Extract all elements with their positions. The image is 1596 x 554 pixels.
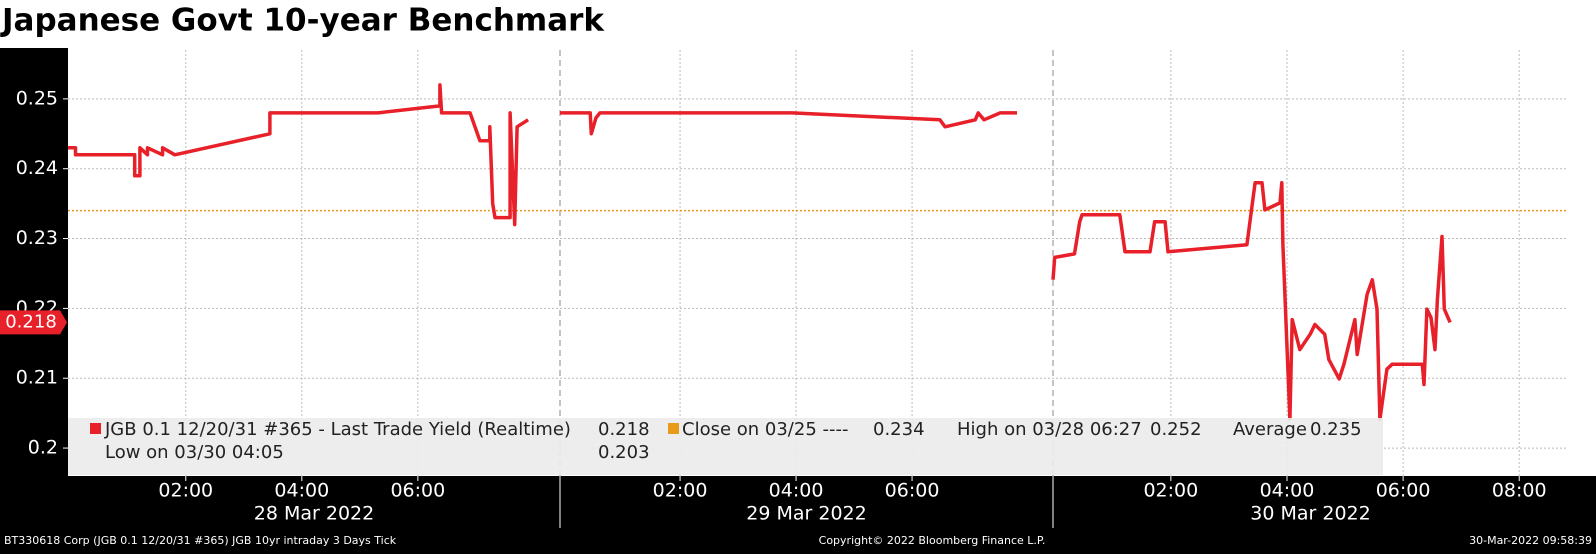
day-label: 29 Mar 2022 — [746, 503, 866, 525]
legend-value: 0.218 — [598, 419, 650, 440]
series-line — [560, 111, 1017, 136]
footer-right: 30-Mar-2022 09:58:39 — [1469, 534, 1592, 547]
series-line — [1051, 180, 1452, 422]
y-tick-label: 0.24 — [16, 157, 58, 179]
footer-left: BT330618 Corp (JGB 0.1 12/20/31 #365) JG… — [4, 534, 397, 547]
y-tick-label: 0.2 — [28, 437, 58, 459]
y-tick-label: 0.23 — [16, 227, 58, 249]
x-tick-label: 04:00 — [1260, 480, 1315, 502]
legend-label: Low on 03/30 04:05 — [105, 442, 284, 463]
legend-swatch — [90, 423, 101, 434]
x-tick-label: 06:00 — [390, 480, 445, 502]
x-tick-label: 08:00 — [1492, 480, 1547, 502]
legend-label: JGB 0.1 12/20/31 #365 - Last Trade Yield… — [104, 419, 571, 440]
x-axis-panel — [0, 476, 1596, 554]
x-tick-label: 06:00 — [1376, 480, 1431, 502]
x-tick-label: 06:00 — [885, 480, 940, 502]
y-tick-label: 0.21 — [16, 367, 58, 389]
x-tick-label: 02:00 — [158, 480, 213, 502]
legend-swatch — [668, 423, 679, 434]
legend-label: Average — [1233, 419, 1307, 440]
footer-center: Copyright© 2022 Bloomberg Finance L.P. — [819, 534, 1046, 547]
legend-value: 0.252 — [1150, 419, 1202, 440]
chart-title: Japanese Govt 10-year Benchmark — [0, 3, 605, 39]
day-label: 30 Mar 2022 — [1250, 503, 1370, 525]
last-value-tag — [0, 310, 67, 335]
x-tick-label: 04:00 — [274, 480, 329, 502]
legend-box — [68, 418, 1383, 475]
x-tick-label: 02:00 — [653, 480, 708, 502]
legend-value: 0.235 — [1310, 419, 1362, 440]
y-tick-label: 0.25 — [16, 87, 58, 109]
series-line — [68, 83, 530, 227]
last-value-label: 0.218 — [5, 311, 57, 332]
legend-label: High on 03/28 06:27 — [957, 419, 1142, 440]
day-label: 28 Mar 2022 — [254, 503, 374, 525]
y-axis-panel — [0, 48, 68, 478]
legend-value: 0.234 — [873, 419, 925, 440]
legend-value: 0.203 — [598, 442, 650, 463]
x-tick-label: 02:00 — [1143, 480, 1198, 502]
legend-label: Close on 03/25 ---- — [682, 419, 848, 440]
x-tick-label: 04:00 — [769, 480, 824, 502]
